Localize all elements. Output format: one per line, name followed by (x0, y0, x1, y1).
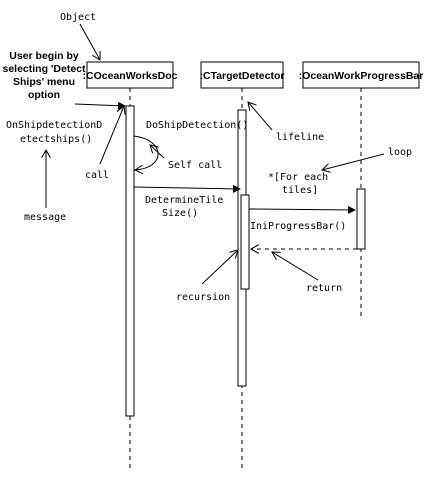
determine-tile-size-message: DetermineTile Size() (145, 195, 223, 219)
loop-guard: *[For each tiles] (268, 172, 328, 196)
lifeline-pointer-arrow (248, 102, 273, 131)
ini-progress-bar-message: IniProgressBar() (250, 221, 346, 232)
determine-tile-size-arrow (133, 184, 241, 193)
call-annotation: call (85, 170, 109, 181)
svg-text:User begin by: User begin by (9, 50, 79, 62)
user-annotation: User begin by selecting 'Detect Ships' m… (2, 50, 86, 101)
participant-ctargetdetector: :CTargetDetector (200, 61, 285, 89)
recursion-pointer-arrow (201, 250, 238, 285)
participant-oceanworkprogressbar-label: :OceanWorkProgressBar (299, 70, 424, 82)
self-call-pointer-arrow (150, 145, 165, 159)
ini-progress-bar-arrow (248, 205, 356, 214)
recursion-annotation: recursion (176, 292, 230, 303)
return-pointer-arrow (272, 252, 319, 281)
svg-text:selecting 'Detect: selecting 'Detect (2, 63, 86, 75)
self-call-arrow (133, 135, 159, 170)
message-annotation: message (24, 212, 66, 223)
svg-text:DetermineTile: DetermineTile (145, 195, 223, 206)
participant-oceanworkprogressbar: :OceanWorkProgressBar (299, 61, 424, 89)
activation-oceanworkprogressbar (356, 188, 366, 250)
activation-coceanworksdoc (125, 105, 135, 417)
lifeline-annotation: lifeline (276, 132, 324, 143)
participant-coceanworksdoc-label: :COceanWorksDoc (83, 70, 178, 82)
participant-coceanworksdoc: :COceanWorksDoc (83, 61, 178, 89)
activation-ctargetdetector-nested (240, 194, 250, 290)
participant-ctargetdetector-label: :CTargetDetector (200, 70, 285, 82)
svg-text:OnShipdetectionD: OnShipdetectionD (6, 120, 102, 131)
object-pointer-arrow (79, 23, 100, 60)
call-pointer-arrow (99, 106, 124, 165)
object-annotation: Object (60, 12, 96, 23)
on-ship-detection-message: OnShipdetectionD etectships() (6, 120, 102, 145)
svg-text:Ships' menu: Ships' menu (13, 76, 75, 88)
svg-text:Size(): Size() (162, 208, 198, 219)
return-annotation: return (306, 283, 342, 294)
loop-annotation: loop (388, 147, 412, 158)
self-call-annotation: Self call (168, 160, 222, 171)
do-ship-detection-message: DoShipDetection() (146, 120, 248, 131)
loop-pointer-arrow (322, 153, 385, 170)
incoming-message-arrow (74, 101, 126, 110)
svg-text:*[For each: *[For each (268, 172, 328, 183)
svg-text:tiles]: tiles] (282, 185, 318, 196)
svg-text:etectships(): etectships() (20, 134, 92, 145)
svg-text:option: option (28, 89, 60, 101)
